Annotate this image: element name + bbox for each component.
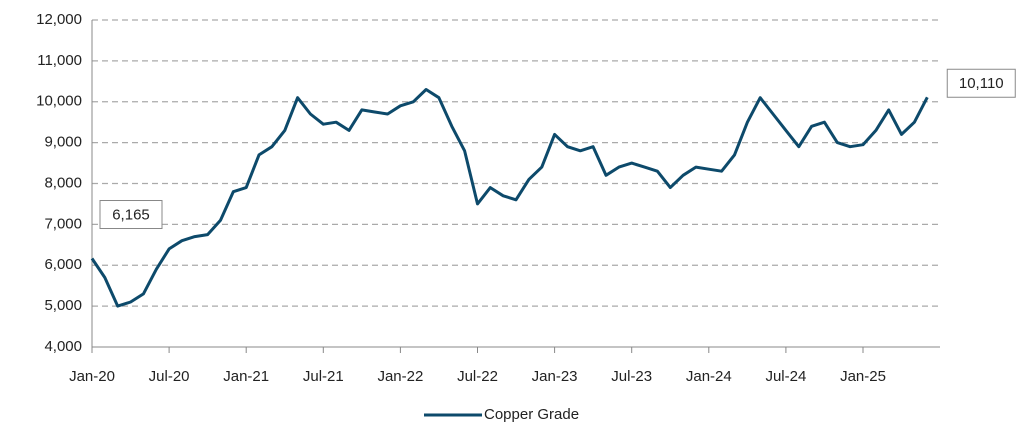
x-tick-label: Jan-24 bbox=[686, 368, 732, 385]
x-tick-label: Jan-23 bbox=[532, 368, 578, 385]
line bbox=[90, 88, 929, 308]
x-tick-label: Jan-20 bbox=[69, 368, 115, 385]
annotation-box bbox=[99, 200, 163, 230]
y-tick-label: 9,000 bbox=[44, 134, 82, 151]
legend-label: Copper Grade bbox=[484, 406, 579, 423]
x-tick-label: Jul-22 bbox=[457, 368, 498, 385]
x-tick-label: Jul-24 bbox=[765, 368, 806, 385]
y-tick-label: 5,000 bbox=[44, 297, 82, 314]
x-tick-label: Jul-20 bbox=[149, 368, 190, 385]
annotation-label: 10,110 bbox=[959, 75, 1004, 92]
y-tick-label: 8,000 bbox=[44, 174, 82, 191]
x-tick-label: Jan-21 bbox=[223, 368, 269, 385]
y-tick-label: 10,000 bbox=[36, 93, 82, 110]
x-tick-label: Jul-23 bbox=[611, 368, 652, 385]
y-tick-label: 7,000 bbox=[44, 215, 82, 232]
x-tick-label: Jan-22 bbox=[377, 368, 423, 385]
y-tick-label: 4,000 bbox=[44, 338, 82, 355]
annotation-box bbox=[946, 68, 1016, 98]
y-tick-label: 12,000 bbox=[36, 11, 82, 28]
x-tick-label: Jan-25 bbox=[840, 368, 886, 385]
annotation-label: 6,165 bbox=[112, 206, 150, 223]
x-tick-label: Jul-21 bbox=[303, 368, 344, 385]
y-tick-label: 11,000 bbox=[37, 52, 82, 69]
y-tick-label: 6,000 bbox=[44, 256, 82, 273]
